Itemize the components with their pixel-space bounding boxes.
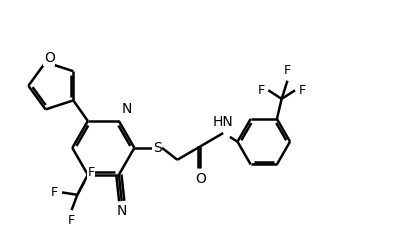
Text: F: F [258, 84, 265, 97]
Text: F: F [68, 214, 75, 227]
Text: F: F [284, 64, 291, 77]
Text: S: S [153, 141, 162, 155]
Text: O: O [195, 172, 206, 186]
Text: F: F [51, 186, 58, 199]
Text: F: F [87, 166, 94, 179]
Text: HN: HN [213, 115, 234, 129]
Text: N: N [122, 102, 132, 116]
Text: O: O [44, 51, 55, 65]
Text: N: N [117, 204, 127, 218]
Text: F: F [299, 84, 306, 97]
